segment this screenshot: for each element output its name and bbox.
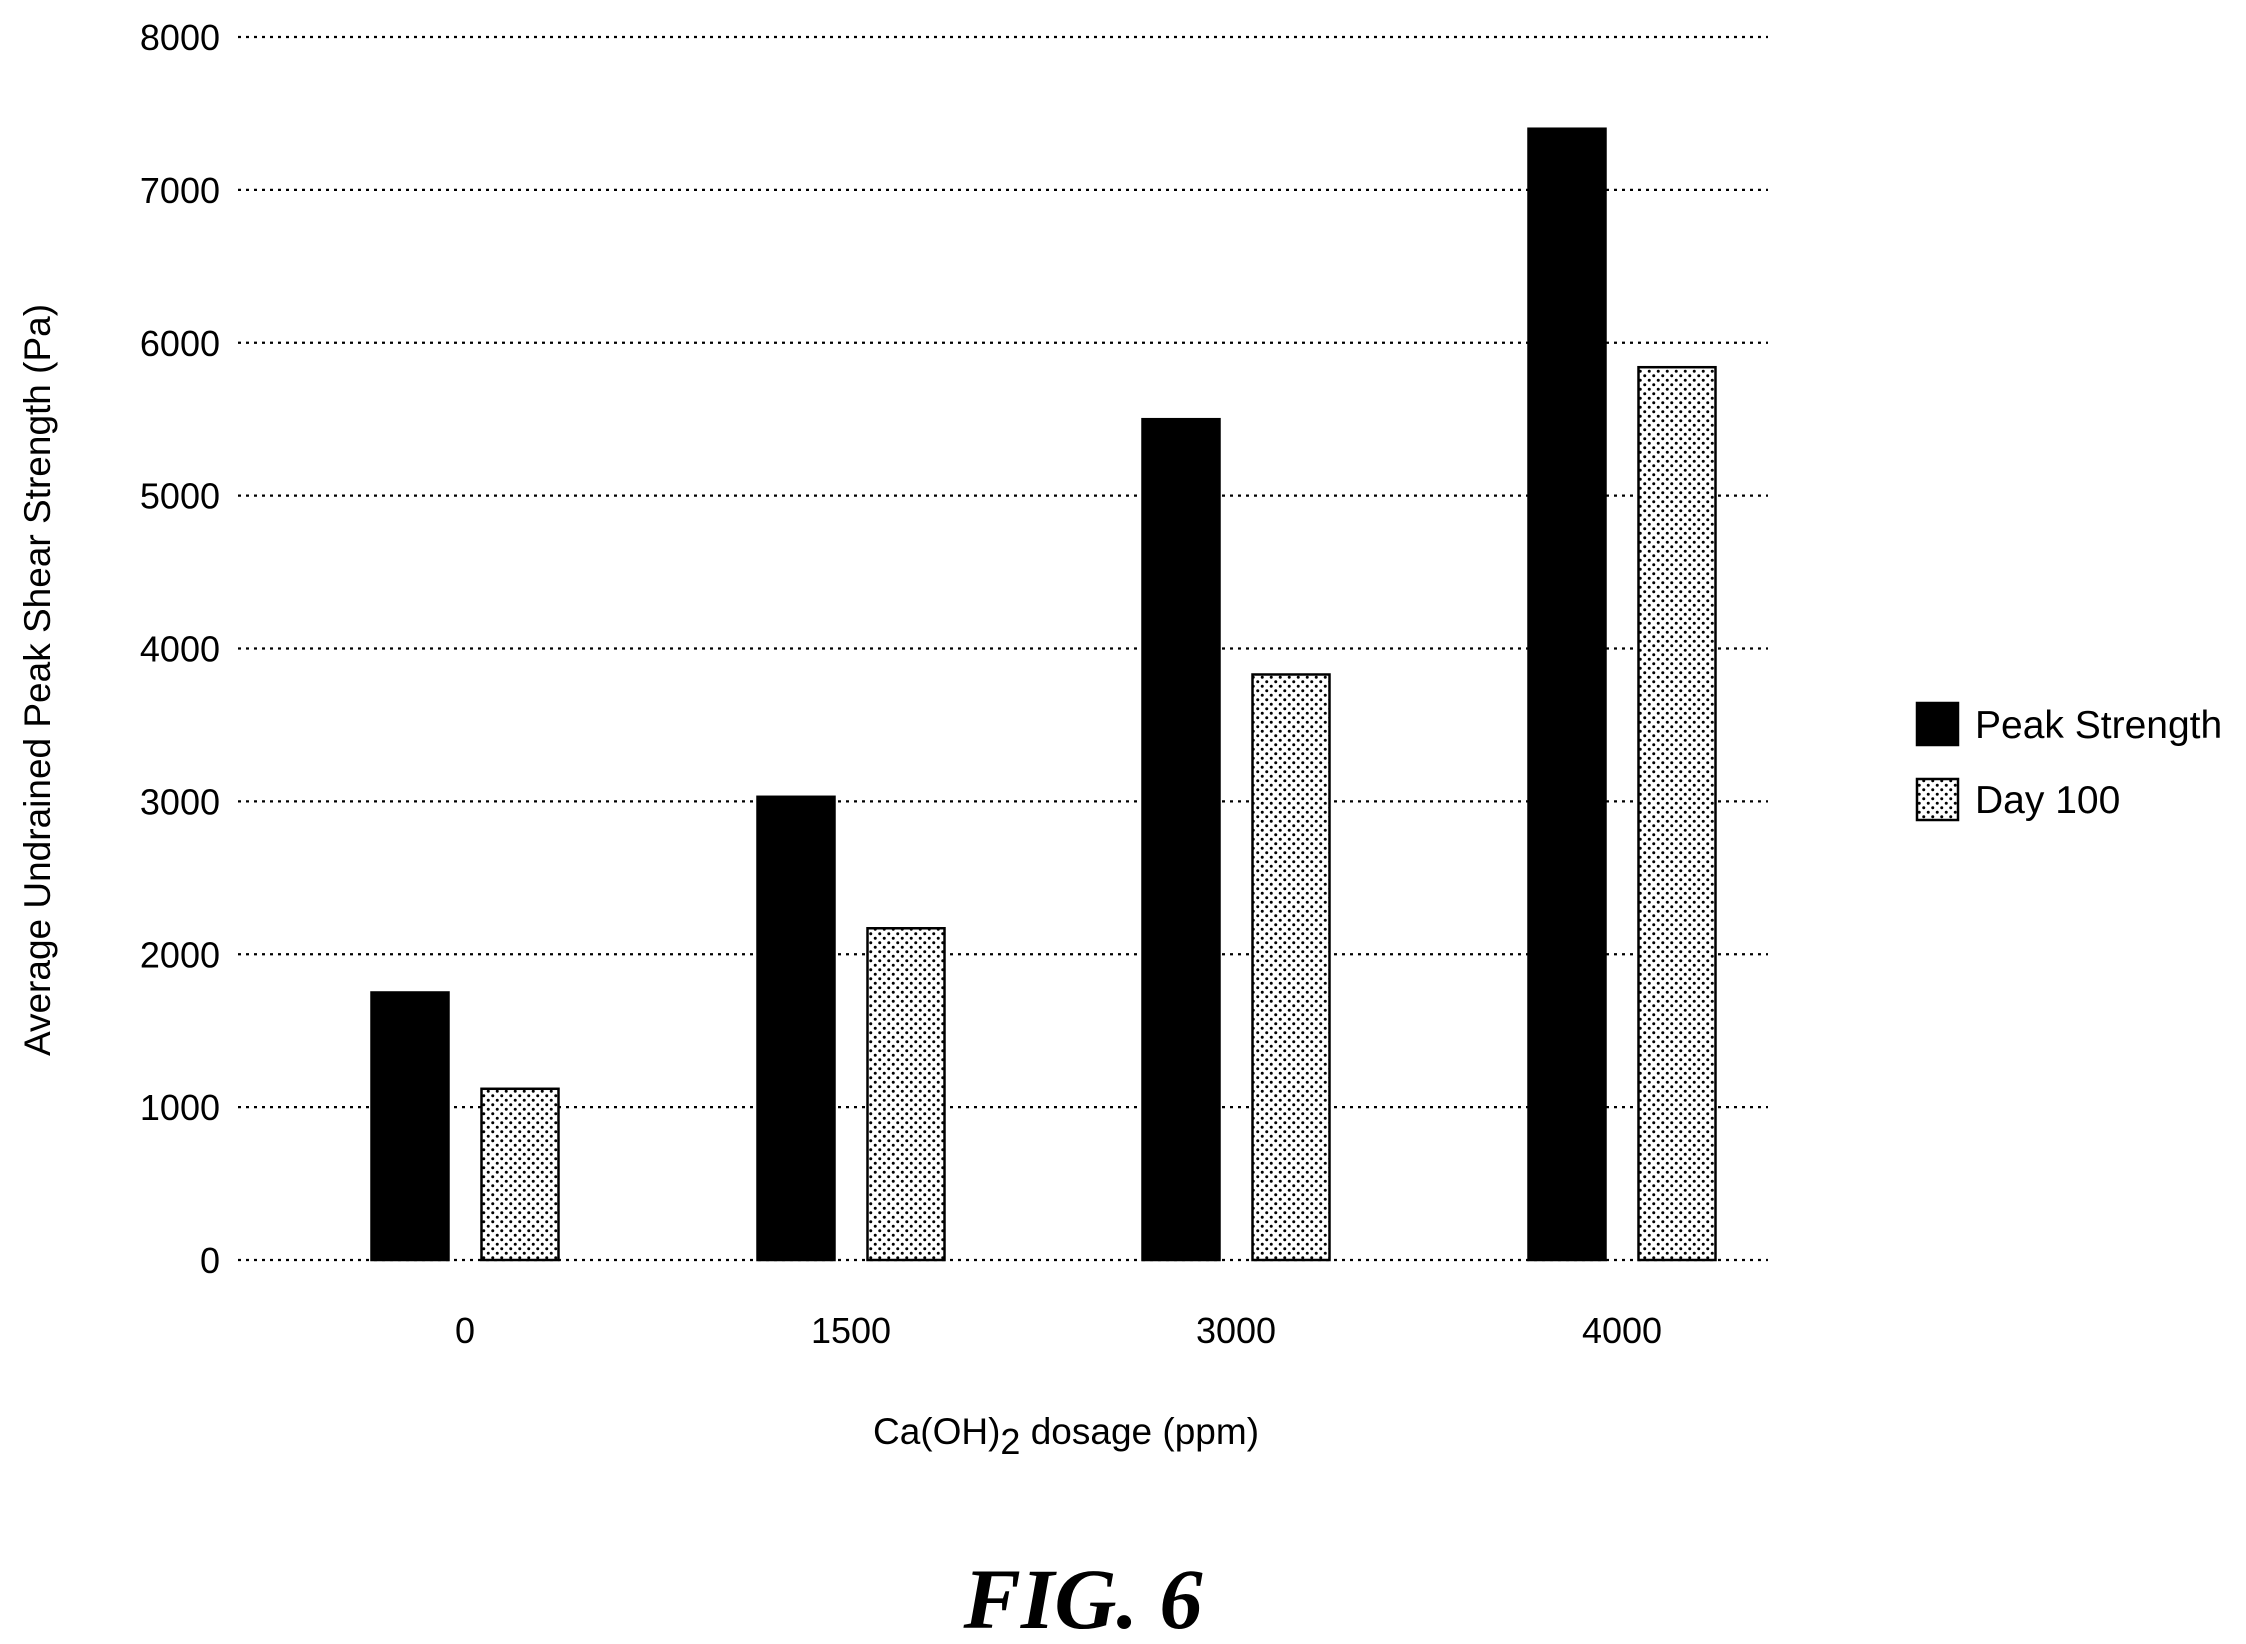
- bar-peak-strength-0: [370, 991, 450, 1262]
- y-tick-label-4000: 4000: [140, 629, 220, 670]
- x-tick-label-1500: 1500: [811, 1310, 891, 1351]
- x-tick-label-4000: 4000: [1582, 1310, 1662, 1351]
- x-axis-title-main: Ca(OH): [873, 1411, 1000, 1452]
- legend-swatch-peak-strength: [1915, 701, 1960, 747]
- y-tick-label-3000: 3000: [140, 781, 220, 822]
- x-tick-label-3000: 3000: [1196, 1310, 1276, 1351]
- y-axis-title: Average Undrained Peak Shear Strength (P…: [17, 304, 58, 1056]
- x-tick-label-0: 0: [455, 1310, 475, 1351]
- x-axis-ticks: 0 1500 3000 4000: [455, 1310, 1662, 1351]
- legend: Peak Strength Day 100: [1915, 701, 2222, 822]
- y-tick-label-8000: 8000: [140, 17, 220, 58]
- y-tick-label-2000: 2000: [140, 934, 220, 975]
- legend-label-peak-strength: Peak Strength: [1975, 704, 2222, 747]
- y-tick-label-6000: 6000: [140, 323, 220, 364]
- legend-swatch-day-100: [1915, 777, 1960, 822]
- y-tick-label-5000: 5000: [140, 476, 220, 517]
- y-tick-label-0: 0: [200, 1240, 220, 1281]
- bar-peak-strength-1500: [756, 795, 836, 1262]
- x-axis-title-suffix: dosage (ppm): [1020, 1411, 1259, 1452]
- y-tick-label-7000: 7000: [140, 170, 220, 211]
- bar-peak-strength-4000: [1527, 127, 1607, 1262]
- bar-day-100-3000: [1251, 673, 1331, 1262]
- bar-peak-strength-3000: [1141, 417, 1221, 1262]
- bar-day-100-4000: [1637, 365, 1717, 1262]
- bar-day-100-1500: [866, 927, 946, 1262]
- x-axis-title-subscript: 2: [1000, 1421, 1020, 1462]
- gridlines: [238, 35, 1768, 1262]
- legend-label-day-100: Day 100: [1975, 779, 2120, 822]
- figure-caption: FIG. 6: [963, 1551, 1203, 1644]
- x-axis-title: Ca(OH)2 dosage (ppm): [873, 1411, 1259, 1462]
- bars: [370, 127, 1717, 1262]
- bar-day-100-0: [480, 1087, 560, 1262]
- y-axis-ticks: 0 1000 2000 3000 4000 5000 6000 7000 8000: [140, 17, 220, 1281]
- y-tick-label-1000: 1000: [140, 1087, 220, 1128]
